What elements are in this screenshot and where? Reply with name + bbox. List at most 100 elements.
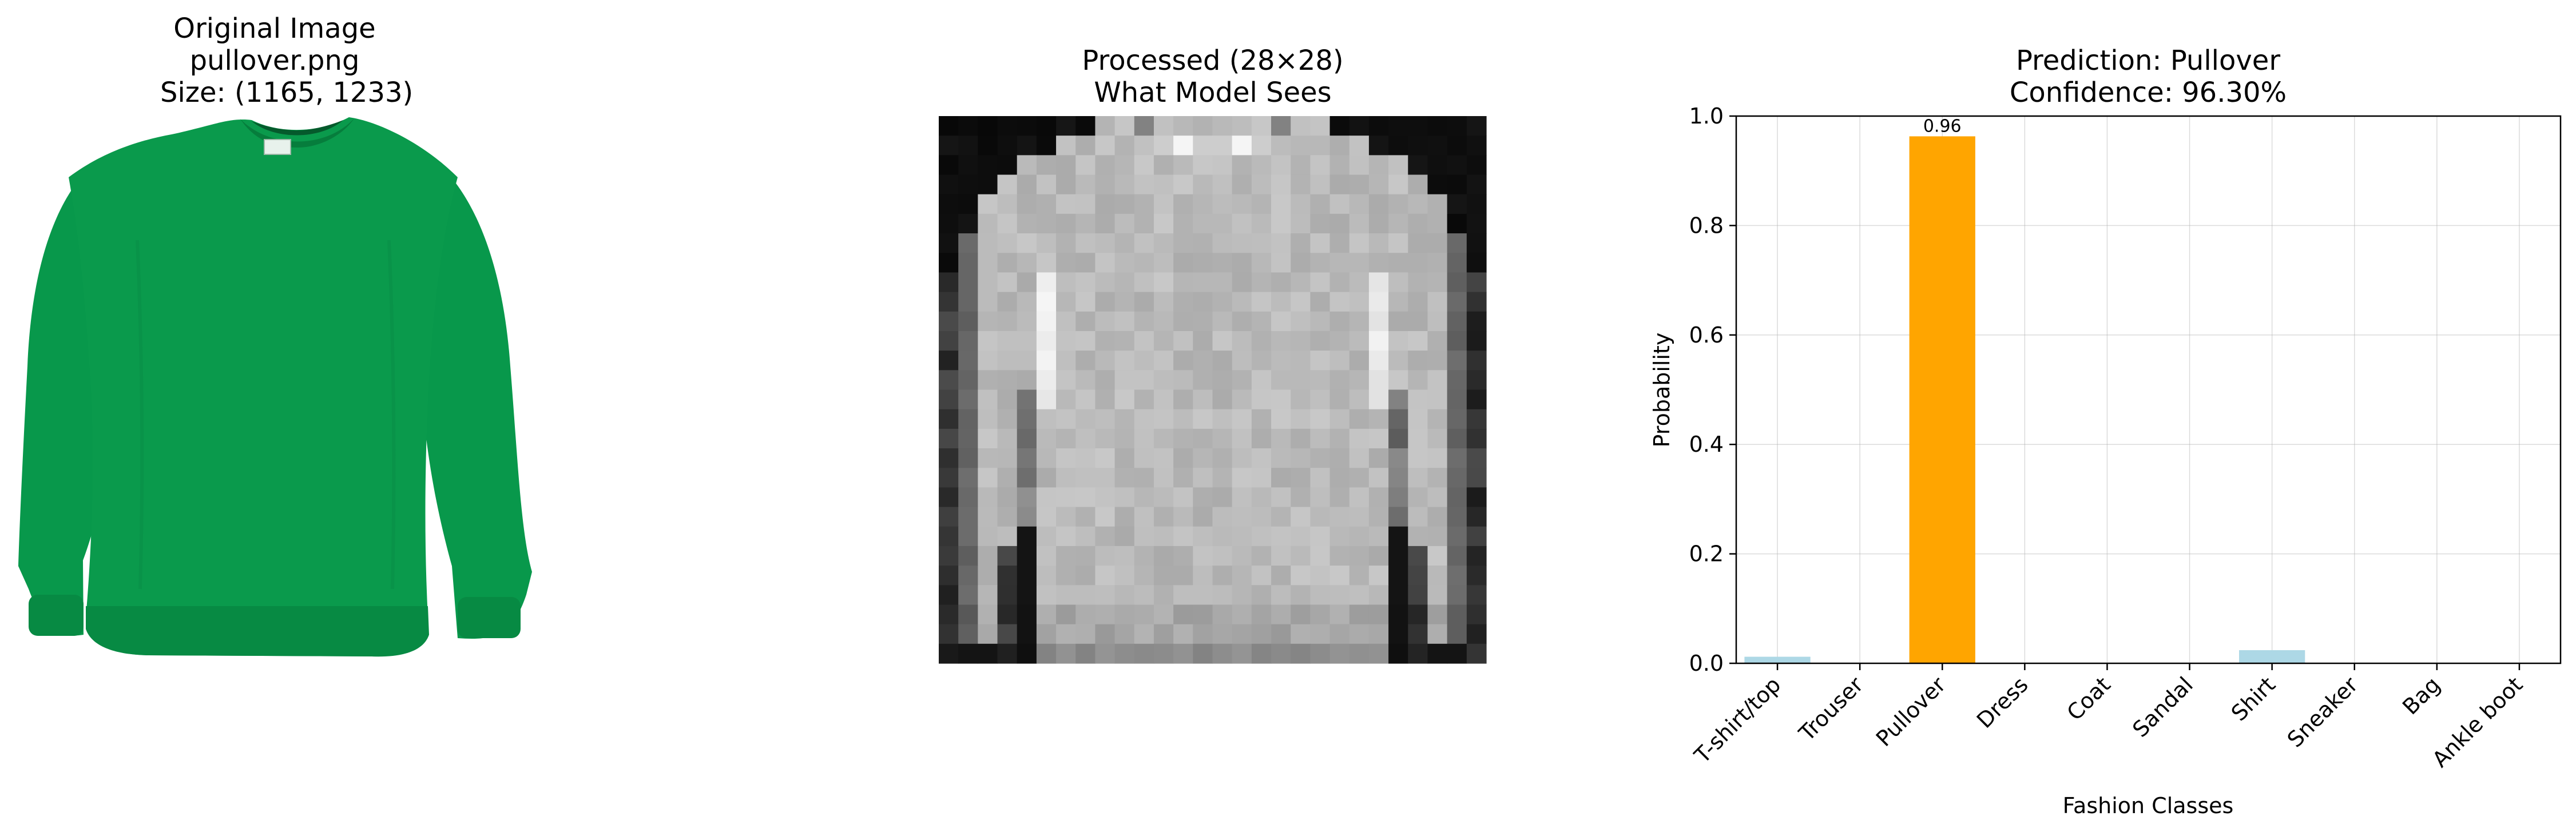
pixel-cell [1310,429,1330,449]
pixel-cell [1095,390,1115,410]
pixel-cell [1408,370,1428,390]
pixel-cell [1252,136,1272,156]
x-tick-label: Sneaker [2283,672,2363,753]
pixel-cell [1134,604,1154,624]
pixel-cell [1271,390,1291,410]
pixel-cell [939,507,959,527]
pixel-cell [1095,292,1115,312]
pixel-cell [1388,331,1408,351]
pixel-cell [1291,136,1311,156]
pixel-cell [1037,175,1057,195]
pixel-cell [1056,604,1076,624]
pixel-cell [939,390,959,410]
pixel-cell [1154,566,1174,586]
pixel-cell [998,175,1018,195]
pixel-cell [1232,585,1252,605]
pixel-cell [1075,214,1096,234]
pixel-cell [1115,604,1135,624]
pixel-cell [1056,292,1076,312]
pixel-cell [958,351,978,371]
pixel-cell [1408,233,1428,253]
pixel-cell [1173,390,1193,410]
pixel-cell [1134,312,1154,332]
pixel-cell [1388,429,1408,449]
pixel-cell [1017,527,1037,547]
pixel-cell [958,370,978,390]
pixel-cell [1134,624,1154,644]
pixel-cell [1330,468,1350,488]
pixel-cell [1408,390,1428,410]
pixel-cell [1349,468,1370,488]
pixel-cell [1291,272,1311,292]
pixel-cell [1037,233,1057,253]
pixel-cell [1408,272,1428,292]
pixel-cell [1213,527,1233,547]
pixel-cell [1075,644,1096,664]
pixel-cell [1291,292,1311,312]
pixel-cell [1037,331,1057,351]
pixel-cell [1427,351,1447,371]
pixel-cell [1075,448,1096,468]
pixel-cell [1193,507,1213,527]
pixel-cell [1056,253,1076,273]
pixel-cell [1075,468,1096,488]
pixel-cell [1056,644,1076,664]
pixel-cell [1017,624,1037,644]
pixel-cell [1095,351,1115,371]
pixel-cell [1369,507,1389,527]
pixel-cell [1173,507,1193,527]
pixel-cell [1134,390,1154,410]
pixel-cell [1173,448,1193,468]
pixel-cell [1427,585,1447,605]
pixel-cell [1134,487,1154,507]
pixel-cell [1232,292,1252,312]
pixel-cell [1213,409,1233,429]
pixel-cell [998,390,1018,410]
pixel-cell [1252,390,1272,410]
pixel-cell [1330,155,1350,175]
pixel-cell [1349,155,1370,175]
pixel-cell [1467,253,1487,273]
pixel-cell [1408,468,1428,488]
pixel-cell [939,546,959,566]
pixel-cell [1467,585,1487,605]
pixel-cell [1115,448,1135,468]
pixel-cell [1056,448,1076,468]
pixel-cell [1213,292,1233,312]
pixel-cell [1115,214,1135,234]
pixel-cell [1427,507,1447,527]
pixel-cell [1134,448,1154,468]
pixel-cell [1173,312,1193,332]
pixel-cell [1369,272,1389,292]
pixel-cell [1173,253,1193,273]
pixel-cell [1037,527,1057,547]
pixel-cell [1056,175,1076,195]
pixel-cell [1467,566,1487,586]
pixel-cell [1017,370,1037,390]
pixel-cell [1310,448,1330,468]
pixel-cell [958,429,978,449]
y-axis-label: Probability [1649,333,1674,448]
pixel-cell [1408,604,1428,624]
pixel-cell [958,468,978,488]
pixel-cell [1115,292,1135,312]
pixel-cell [939,370,959,390]
pixel-cell [1017,448,1037,468]
pixel-cell [1271,604,1291,624]
pixel-cell [1369,312,1389,332]
pixel-cell [1447,566,1467,586]
pixel-cell [1467,546,1487,566]
pixel-cell [1017,390,1037,410]
pixel-cell [1252,487,1272,507]
pixel-cell [1388,272,1408,292]
pixel-cell [1369,116,1389,136]
pixel-cell [1291,116,1311,136]
pixel-cell [939,487,959,507]
pixel-cell [958,390,978,410]
pixel-cell [1310,312,1330,332]
pixel-cell [1291,546,1311,566]
pixel-cell [1154,194,1174,214]
pixel-cell [1388,487,1408,507]
pixel-cell [1213,136,1233,156]
pixel-cell [1447,331,1467,351]
